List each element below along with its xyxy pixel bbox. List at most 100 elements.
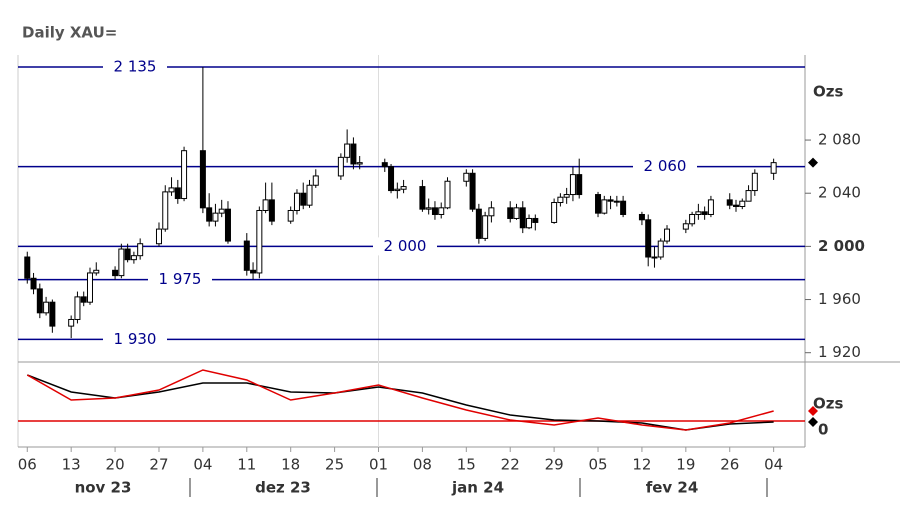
candle-body	[356, 162, 363, 165]
candle-body	[337, 156, 344, 177]
y-tick-label: 2 080	[818, 131, 861, 149]
candle-body	[770, 162, 777, 174]
x-tick-label: 26	[720, 456, 739, 474]
y-axis-label: Ozs	[813, 83, 843, 101]
candle-body	[400, 186, 407, 190]
month-label: nov 23	[75, 479, 132, 497]
candle-body	[751, 172, 758, 192]
candle-body	[155, 228, 162, 245]
candle-body	[444, 180, 451, 209]
candle-body	[607, 199, 614, 202]
y-tick-label: 2 040	[818, 184, 861, 202]
chart-title: Daily XAU=	[22, 24, 117, 42]
indicator-line	[27, 374, 774, 431]
candle-body	[112, 269, 119, 277]
candle-body	[206, 207, 213, 222]
x-tick-label: 19	[676, 456, 695, 474]
candle-body	[532, 217, 539, 223]
x-tick-label: 13	[62, 456, 81, 474]
candle-body	[218, 208, 225, 214]
candle-body	[507, 207, 514, 219]
candle-body	[80, 296, 87, 303]
y-tick-label: 1 960	[818, 290, 861, 308]
candle-body	[256, 209, 263, 274]
candle-body	[43, 301, 50, 314]
x-tick-label: 01	[369, 456, 388, 474]
level-label: 1 975	[159, 270, 202, 288]
x-tick-label: 08	[413, 456, 432, 474]
candle-body	[300, 192, 307, 206]
candle-body	[419, 186, 426, 210]
y-tick-label: 1 920	[818, 343, 861, 361]
candle-body	[689, 213, 696, 225]
candle-body	[695, 211, 702, 215]
candle-body	[36, 288, 43, 314]
x-tick-label: 15	[457, 456, 476, 474]
candle-body	[306, 184, 313, 206]
last-value-marker	[808, 406, 818, 416]
candle-body	[513, 207, 520, 219]
x-tick-label: 20	[106, 456, 125, 474]
candle-body	[394, 188, 401, 192]
level-label-bg	[373, 237, 437, 256]
x-tick-label: 18	[281, 456, 300, 474]
candle-body	[93, 269, 100, 274]
candle-body	[312, 175, 319, 186]
x-tick-label: 04	[193, 456, 212, 474]
level-label-bg	[103, 330, 167, 349]
candle-body	[118, 248, 125, 277]
candle-body	[551, 202, 558, 223]
candle-body	[124, 248, 131, 261]
candle-body	[475, 208, 482, 239]
x-tick-label: 04	[764, 456, 783, 474]
candle-body	[438, 207, 445, 215]
candle-body	[595, 194, 602, 214]
month-label: fev 24	[646, 479, 699, 497]
level-label-bg	[633, 157, 697, 176]
month-label: dez 23	[255, 479, 311, 497]
candle-body	[638, 213, 645, 221]
last-value-marker	[808, 157, 818, 168]
candle-body	[576, 174, 583, 196]
y-tick-label: 0	[818, 421, 828, 439]
level-label-bg	[148, 270, 212, 289]
candle-body	[30, 277, 37, 290]
candle-body	[212, 212, 219, 222]
x-tick-label: 25	[325, 456, 344, 474]
candle-body	[601, 199, 608, 214]
level-label: 2 060	[644, 157, 687, 175]
candle-body	[526, 217, 533, 229]
candle-body	[745, 190, 752, 202]
candle-body	[381, 162, 388, 168]
candle-body	[350, 143, 357, 165]
candle-body	[425, 207, 432, 210]
candle-body	[733, 204, 740, 208]
y-axis-label: Ozs	[813, 395, 843, 413]
candle-body	[620, 200, 627, 215]
x-tick-label: 29	[545, 456, 564, 474]
candle-body	[243, 240, 250, 271]
candle-body	[557, 196, 564, 204]
candle-body	[49, 301, 56, 327]
indicator-line	[26, 369, 774, 431]
level-label: 1 930	[114, 330, 157, 348]
candle-body	[482, 215, 489, 239]
candle-body	[613, 200, 620, 203]
candle-body	[431, 207, 438, 215]
candle-body	[199, 150, 206, 209]
candle-body	[388, 166, 395, 192]
candle-body	[287, 209, 294, 222]
candle-body	[168, 187, 175, 193]
month-label: jan 24	[451, 479, 504, 497]
level-label-bg	[103, 57, 167, 76]
candle-body	[137, 243, 144, 257]
candle-body	[682, 223, 689, 230]
candle-body	[563, 194, 570, 198]
candle-body	[664, 228, 671, 242]
candle-body	[162, 191, 169, 230]
candle-body	[86, 272, 93, 303]
candle-body	[181, 150, 188, 200]
candle-body	[130, 255, 137, 261]
x-tick-label: 05	[588, 456, 607, 474]
